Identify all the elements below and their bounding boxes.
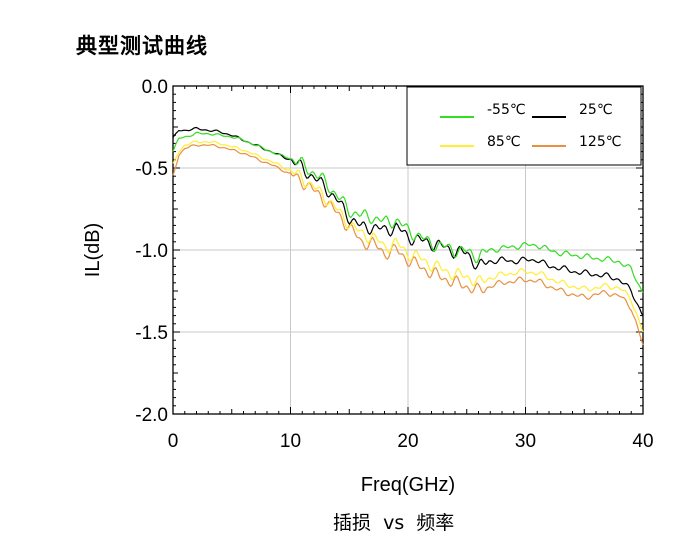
x-tick-label: 30 xyxy=(515,431,536,452)
series-layer xyxy=(172,126,644,346)
minor-ticks xyxy=(172,85,644,415)
x-tick-label: 40 xyxy=(632,431,653,452)
x-tick-label: 10 xyxy=(280,431,301,452)
legend-label: 125℃ xyxy=(579,134,621,150)
y-tick-label: 0.0 xyxy=(142,77,168,98)
y-tick-label: -0.5 xyxy=(135,159,168,180)
y-tick-label: -1.0 xyxy=(135,241,168,262)
legend-box xyxy=(406,86,642,166)
legend: -55℃ 25℃ 85℃ 125℃ xyxy=(406,86,642,166)
x-tick-labels: 0 10 20 30 40 xyxy=(168,431,654,452)
legend-label: 85℃ xyxy=(487,134,521,150)
x-tick-label: 0 xyxy=(168,431,179,452)
x-tick-label: 20 xyxy=(397,431,418,452)
page-heading: 典型测试曲线 xyxy=(76,34,208,58)
y-axis-title: IL(dB) xyxy=(82,223,104,277)
y-tick-labels: 0.0 -0.5 -1.0 -1.5 -2.0 xyxy=(135,77,168,426)
legend-label: 25℃ xyxy=(579,102,613,118)
caption-text: 插损 vs 频率 xyxy=(333,512,455,534)
y-tick-label: -2.0 xyxy=(135,405,168,426)
series-line xyxy=(172,143,644,346)
y-tick-label: -1.5 xyxy=(135,323,168,344)
x-axis-title: Freq(GHz) xyxy=(361,474,455,496)
series-line xyxy=(172,140,644,333)
insertion-loss-chart: 0 10 20 30 40 0.0-0.5-1.0-1.5-2.0 Freq(GHz) … xyxy=(82,77,654,496)
series-line xyxy=(172,131,644,293)
legend-label: -55℃ xyxy=(487,102,526,118)
